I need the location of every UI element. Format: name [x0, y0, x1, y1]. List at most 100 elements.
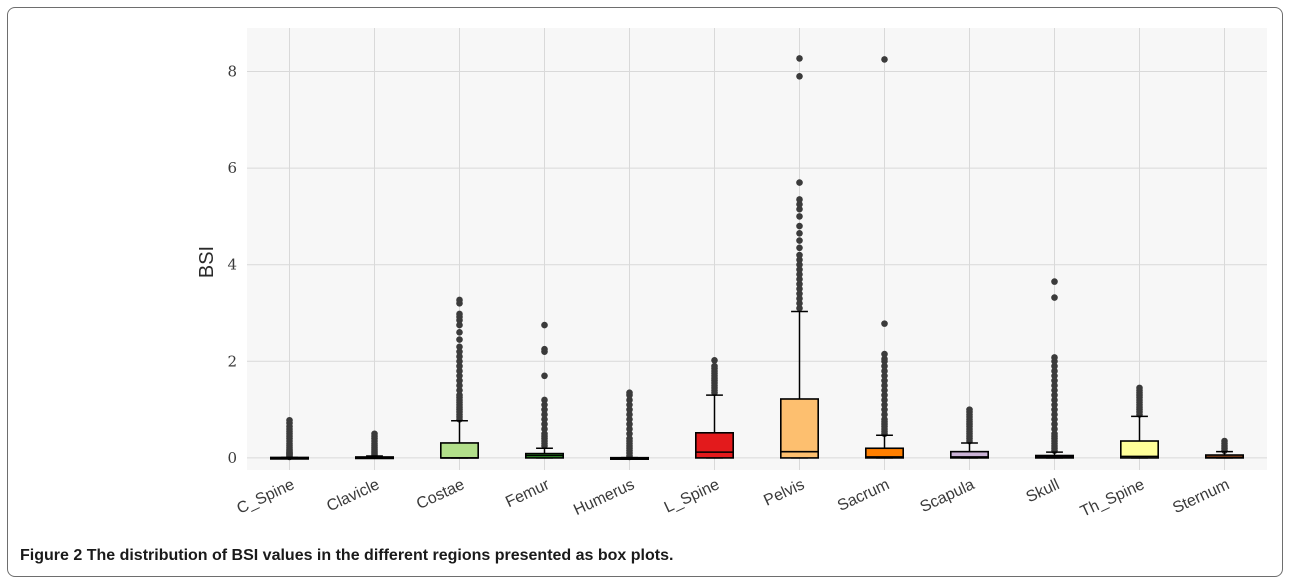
box-iqr	[864, 447, 904, 459]
outlier-point	[371, 430, 378, 438]
outlier-point	[796, 201, 803, 208]
outlier-point	[456, 362, 463, 370]
y-axis-label: BSI	[196, 246, 218, 278]
outlier-point	[456, 358, 463, 365]
box-l-spine	[694, 357, 734, 459]
x-tick-label: Pelvis	[761, 476, 807, 509]
outlier-point	[796, 275, 803, 283]
outlier-point	[881, 386, 888, 394]
outlier-point	[796, 230, 803, 237]
outlier-point	[286, 416, 293, 424]
outlier-point	[1051, 401, 1058, 409]
box-iqr	[949, 450, 989, 459]
outlier-point	[796, 256, 803, 264]
outlier-point	[796, 244, 803, 252]
y-tick-label: 0	[227, 449, 237, 467]
outlier-point	[1051, 354, 1058, 361]
outlier-point	[881, 377, 888, 384]
outlier-point	[1051, 367, 1058, 375]
box-c-spine	[269, 416, 309, 461]
box-th-spine	[1120, 384, 1160, 459]
outlier-point	[796, 73, 803, 80]
x-tick-label: L_Spine	[662, 476, 722, 516]
outlier-point	[796, 251, 803, 259]
outlier-point	[796, 237, 803, 244]
y-tick-label: 8	[227, 62, 237, 80]
box-iqr	[439, 442, 479, 459]
box-sternum	[1205, 437, 1245, 459]
grid-lines	[247, 28, 1267, 470]
outlier-point	[796, 213, 803, 220]
outlier-point	[1051, 294, 1058, 301]
figure-caption-label: Figure 2	[20, 547, 83, 564]
plot-panel	[247, 28, 1267, 470]
outlier-point	[796, 295, 803, 302]
outlier-point	[711, 362, 718, 370]
outlier-point	[881, 355, 888, 363]
outlier-point	[626, 425, 633, 433]
x-tick-label: Femur	[503, 476, 553, 511]
box-humerus	[609, 389, 649, 461]
outlier-point	[796, 304, 803, 312]
box-femur	[524, 321, 564, 459]
outlier-point	[1051, 377, 1058, 384]
outlier-point	[966, 406, 973, 413]
outlier-point	[1221, 437, 1228, 445]
outlier-point	[881, 382, 888, 389]
outlier-point	[541, 345, 548, 353]
outlier-point	[881, 56, 888, 63]
outlier-point	[541, 411, 548, 418]
outlier-point	[626, 415, 633, 423]
outlier-point	[796, 222, 803, 230]
box-skull	[1035, 278, 1075, 459]
outlier-point	[456, 377, 463, 384]
outlier-point	[541, 406, 548, 413]
box-iqr	[779, 398, 819, 459]
outlier-point	[1051, 391, 1058, 399]
outlier-point	[881, 406, 888, 413]
outlier-point	[881, 350, 888, 358]
outlier-point	[456, 391, 463, 399]
outlier-point	[626, 389, 633, 397]
x-tick-label: Costae	[414, 476, 467, 513]
outlier-point	[541, 415, 548, 423]
y-tick-label: 2	[227, 352, 237, 370]
outlier-point	[626, 435, 633, 442]
outlier-point	[456, 372, 463, 380]
box-iqr	[694, 432, 734, 459]
outlier-point	[1051, 362, 1058, 370]
outlier-point	[541, 420, 548, 428]
outlier-point	[626, 406, 633, 413]
y-tick-label: 4	[227, 256, 237, 274]
outlier-point	[796, 280, 803, 288]
outlier-point	[796, 196, 803, 203]
box-iqr	[1120, 440, 1160, 459]
x-tick-label: Clavicle	[324, 476, 382, 515]
x-tick-label: Sternum	[1170, 476, 1232, 517]
outlier-point	[456, 329, 463, 336]
outlier-point	[541, 430, 548, 438]
x-axis-ticks: C_Spine Clavicle Costae Femur Humerus L_Spine…	[234, 476, 1232, 521]
x-tick-label: Scapula	[918, 476, 978, 516]
outlier-point	[1051, 420, 1058, 428]
outlier-point	[541, 401, 548, 409]
outlier-point	[1051, 415, 1058, 423]
outlier-point	[711, 357, 718, 364]
outlier-point	[1136, 384, 1143, 392]
box-sacrum	[864, 56, 904, 459]
outlier-point	[1051, 425, 1058, 433]
outlier-point	[881, 391, 888, 399]
outlier-point	[796, 266, 803, 273]
outlier-point	[1051, 396, 1058, 404]
outlier-point	[456, 343, 463, 351]
outlier-point	[1051, 411, 1058, 418]
outlier-point	[541, 372, 548, 380]
box-clavicle	[354, 430, 394, 460]
outlier-point	[626, 430, 633, 438]
outlier-point	[1051, 386, 1058, 394]
outlier-point	[881, 396, 888, 404]
outlier-point	[796, 261, 803, 268]
x-tick-label: Sacrum	[835, 476, 892, 515]
box-plot-chart: 0 2 4 6 8 C_Spine Clavicle Costae Femur Humerus L…	[196, 28, 1267, 521]
outlier-point	[626, 411, 633, 418]
